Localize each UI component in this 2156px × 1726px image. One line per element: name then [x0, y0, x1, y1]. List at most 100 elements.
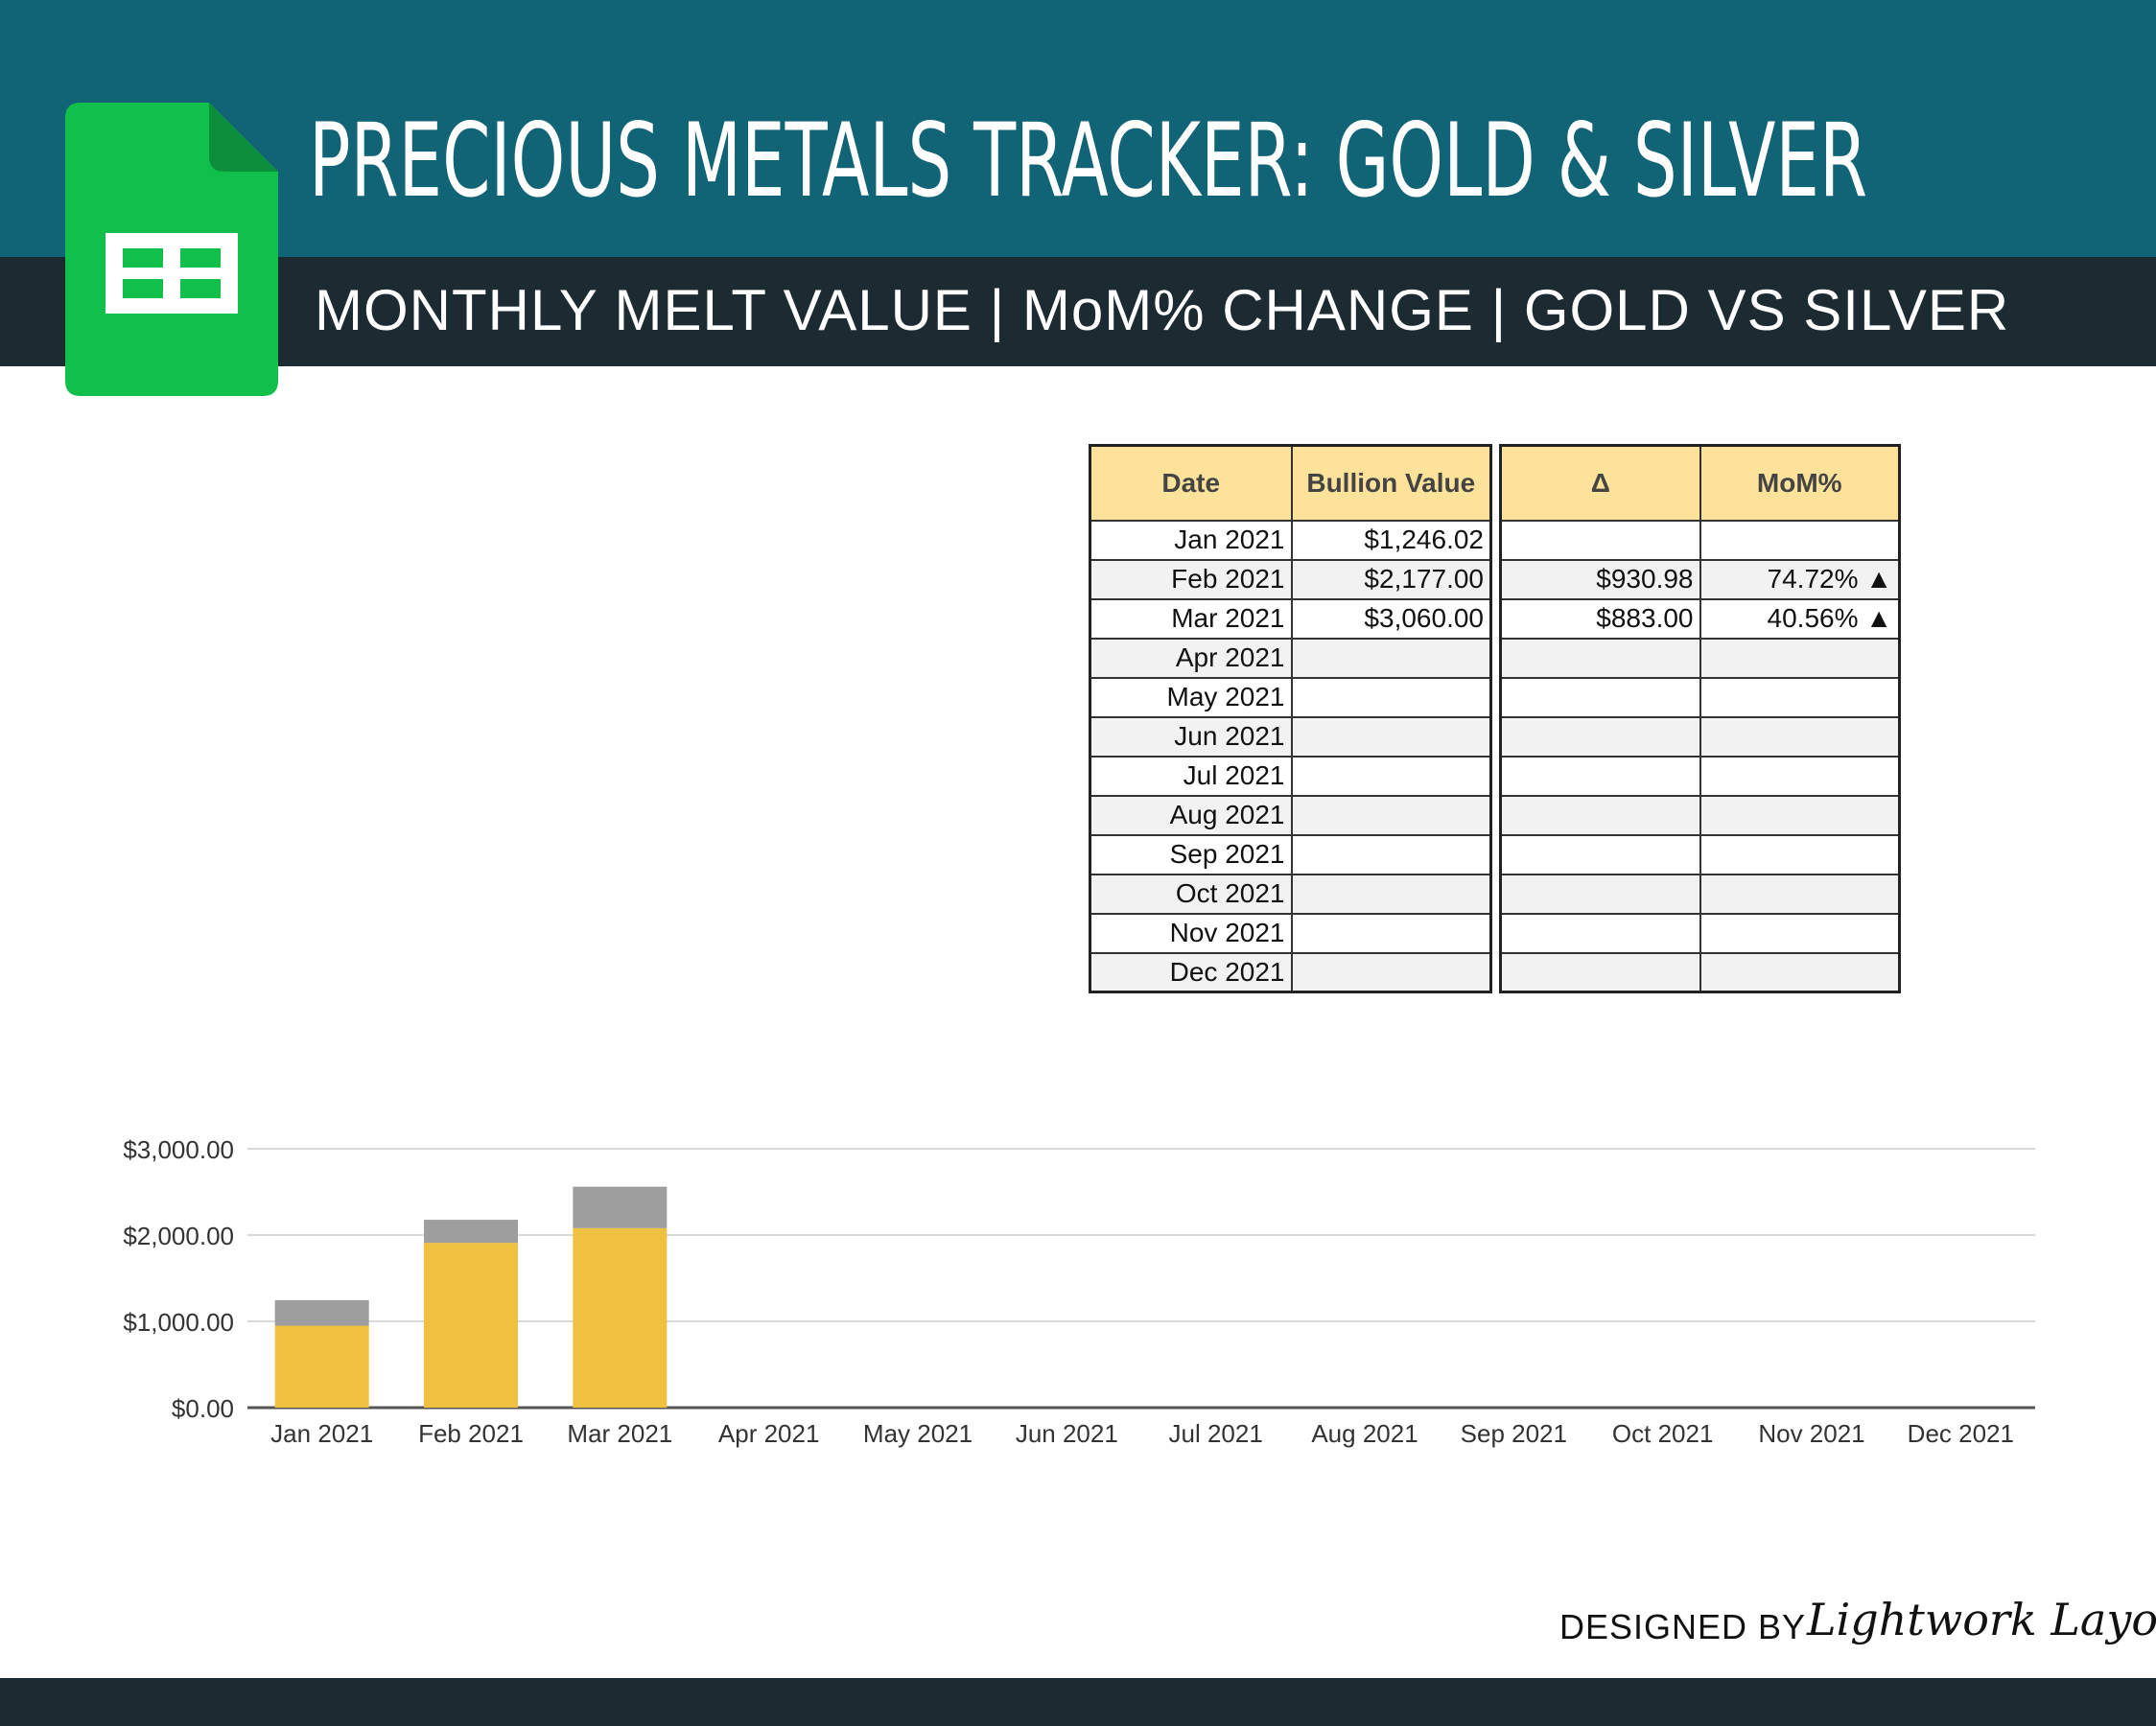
table-row [1499, 794, 1901, 836]
table-row: Feb 2021 $2,177.00 [1089, 558, 1492, 600]
table-row: May 2021 [1089, 676, 1492, 718]
table-row: $883.00 40.56% ▲ [1499, 597, 1901, 640]
bullion-value-cell[interactable] [1290, 637, 1492, 679]
date-cell[interactable]: Oct 2021 [1089, 873, 1293, 915]
date-cell[interactable]: Sep 2021 [1089, 833, 1293, 875]
mom-percent-cell[interactable]: 74.72% ▲ [1699, 558, 1901, 600]
mom-percent-cell[interactable] [1699, 519, 1901, 561]
table-row [1499, 873, 1901, 915]
delta-cell[interactable] [1499, 794, 1701, 836]
delta-cell[interactable] [1499, 912, 1701, 954]
table-row: Jun 2021 [1089, 715, 1492, 758]
date-cell[interactable]: May 2021 [1089, 676, 1293, 718]
delta-cell[interactable] [1499, 951, 1701, 993]
table-row: Aug 2021 [1089, 794, 1492, 836]
column-header-delta: Δ [1499, 444, 1701, 522]
x-tick-label: Jan 2021 [270, 1419, 373, 1448]
table-row: Sep 2021 [1089, 833, 1492, 875]
table-row: Oct 2021 [1089, 873, 1492, 915]
table-row: Nov 2021 [1089, 912, 1492, 954]
date-cell[interactable]: Mar 2021 [1089, 597, 1293, 640]
table-row: Dec 2021 [1089, 951, 1492, 993]
bar-gold [424, 1243, 518, 1408]
date-cell[interactable]: Dec 2021 [1089, 951, 1293, 993]
bullion-stacked-bar-chart: $0.00 $1,000.00 $2,000.00 $3,000.00 Jan 2021… [123, 1135, 2035, 1448]
delta-cell[interactable] [1499, 715, 1701, 758]
x-tick-label: Nov 2021 [1758, 1419, 1864, 1448]
mom-percent-cell[interactable] [1699, 912, 1901, 954]
table-row [1499, 912, 1901, 954]
designed-by-label: DESIGNED BY [1559, 1607, 1807, 1646]
bullion-value-cell[interactable] [1290, 912, 1492, 954]
x-tick-label: Apr 2021 [718, 1419, 820, 1448]
bullion-value-cell[interactable] [1290, 873, 1492, 915]
bullion-value-cell[interactable]: $1,246.02 [1290, 519, 1492, 561]
delta-cell[interactable] [1499, 873, 1701, 915]
page-title: PRECIOUS METALS TRACKER: GOLD & SILVER [309, 102, 1868, 220]
table-row [1499, 833, 1901, 875]
x-tick-label: Jul 2021 [1169, 1419, 1263, 1448]
y-tick-label: $2,000.00 [123, 1222, 234, 1250]
bullion-value-cell[interactable]: $3,060.00 [1290, 597, 1492, 640]
x-tick-label: Aug 2021 [1311, 1419, 1418, 1448]
table-row [1499, 951, 1901, 993]
mom-percent-cell[interactable] [1699, 833, 1901, 875]
date-cell[interactable]: Feb 2021 [1089, 558, 1293, 600]
bullion-value-cell[interactable]: $2,177.00 [1290, 558, 1492, 600]
bar-silver [274, 1299, 369, 1326]
mom-percent-cell[interactable]: 40.56% ▲ [1699, 597, 1901, 640]
subheader-banner [0, 257, 2156, 366]
google-sheets-icon [65, 103, 278, 396]
date-cell[interactable]: Apr 2021 [1089, 637, 1293, 679]
delta-cell[interactable]: $930.98 [1499, 558, 1701, 600]
column-header-date: Date [1089, 444, 1293, 522]
x-tick-label: Mar 2021 [567, 1419, 672, 1448]
bar-gold [573, 1227, 668, 1408]
bar-gold [274, 1325, 369, 1408]
table-row: Mar 2021 $3,060.00 [1089, 597, 1492, 640]
bullion-value-cell[interactable] [1290, 715, 1492, 758]
table-row [1499, 519, 1901, 561]
mom-percent-cell[interactable] [1699, 637, 1901, 679]
mom-percent-cell[interactable] [1699, 873, 1901, 915]
delta-cell[interactable] [1499, 833, 1701, 875]
bullion-value-cell[interactable] [1290, 794, 1492, 836]
delta-cell[interactable] [1499, 637, 1701, 679]
mom-percent-cell[interactable] [1699, 794, 1901, 836]
bullion-value-cell[interactable] [1290, 833, 1492, 875]
mom-percent-cell[interactable] [1699, 755, 1901, 797]
x-tick-label: May 2021 [863, 1419, 973, 1448]
footer-bar [0, 1678, 2156, 1726]
bullion-value-table: Date Bullion Value Jan 2021 $1,246.02 Feb … [1089, 444, 1492, 993]
bullion-value-cell[interactable] [1290, 951, 1492, 993]
column-header-bullion-value: Bullion Value [1290, 444, 1492, 522]
date-cell[interactable]: Aug 2021 [1089, 794, 1293, 836]
date-cell[interactable]: Jun 2021 [1089, 715, 1293, 758]
column-header-mom-percent: MoM% [1699, 444, 1901, 522]
bar-silver [424, 1220, 518, 1244]
change-table: Δ MoM% $930.98 74.72% ▲ $883.00 40.56% ▲ [1499, 444, 1901, 993]
delta-cell[interactable]: $883.00 [1499, 597, 1701, 640]
date-cell[interactable]: Jan 2021 [1089, 519, 1293, 561]
date-cell[interactable]: Nov 2021 [1089, 912, 1293, 954]
page-subtitle: MONTHLY MELT VALUE | MoM% CHANGE | GOLD … [315, 278, 2010, 342]
x-tick-label: Jun 2021 [1016, 1419, 1118, 1448]
mom-percent-cell[interactable] [1699, 676, 1901, 718]
y-tick-label: $3,000.00 [123, 1135, 234, 1164]
table-row: Apr 2021 [1089, 637, 1492, 679]
date-cell[interactable]: Jul 2021 [1089, 755, 1293, 797]
delta-cell[interactable] [1499, 676, 1701, 718]
bar-silver [573, 1186, 668, 1228]
mom-percent-cell[interactable] [1699, 715, 1901, 758]
x-tick-label: Dec 2021 [1908, 1419, 2014, 1448]
y-tick-label: $0.00 [172, 1394, 234, 1423]
y-tick-label: $1,000.00 [123, 1308, 234, 1337]
delta-cell[interactable] [1499, 755, 1701, 797]
table-row: Jan 2021 $1,246.02 [1089, 519, 1492, 561]
mom-percent-cell[interactable] [1699, 951, 1901, 993]
delta-cell[interactable] [1499, 519, 1701, 561]
x-tick-label: Oct 2021 [1612, 1419, 1714, 1448]
bullion-value-cell[interactable] [1290, 676, 1492, 718]
x-tick-label: Sep 2021 [1461, 1419, 1567, 1448]
bullion-value-cell[interactable] [1290, 755, 1492, 797]
